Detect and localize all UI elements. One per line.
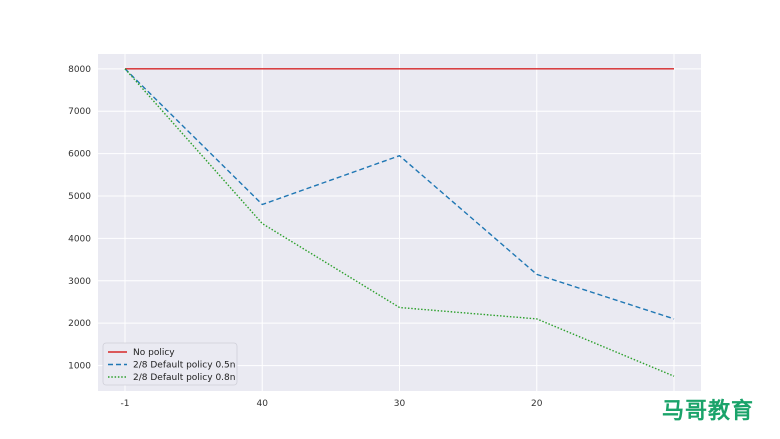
legend-label: 2/8 Default policy 0.8n bbox=[133, 373, 235, 383]
y-tick-label: 1000 bbox=[68, 362, 91, 372]
x-tick-label: -1 bbox=[121, 399, 130, 409]
watermark-logo: 马哥教育 bbox=[661, 399, 754, 424]
y-tick-label: 4000 bbox=[68, 234, 91, 244]
legend: No policy 2/8 Default policy 0.5n 2/8 Defa… bbox=[102, 342, 238, 386]
y-tick-label: 3000 bbox=[68, 277, 91, 287]
y-tick-label: 2000 bbox=[68, 319, 91, 329]
series-lines bbox=[124, 68, 675, 377]
x-tick-label: 20 bbox=[531, 399, 543, 409]
x-tick-label: 40 bbox=[257, 399, 269, 409]
y-tick-label: 8000 bbox=[68, 65, 91, 75]
series-line-2 bbox=[124, 68, 675, 320]
y-tick-label: 5000 bbox=[68, 192, 91, 202]
legend-label: No policy bbox=[133, 348, 175, 358]
y-tick-label: 7000 bbox=[68, 107, 91, 117]
legend-label: 2/8 Default policy 0.5n bbox=[133, 361, 235, 371]
legend-box bbox=[102, 342, 238, 386]
x-tick-label: 30 bbox=[394, 399, 406, 409]
x-axis-ticks: -1 40 30 20 bbox=[121, 399, 543, 409]
y-axis-ticks: 1000 2000 3000 4000 5000 6000 7000 8000 bbox=[68, 65, 91, 372]
series-line-3 bbox=[124, 68, 675, 377]
y-tick-label: 6000 bbox=[68, 150, 91, 160]
